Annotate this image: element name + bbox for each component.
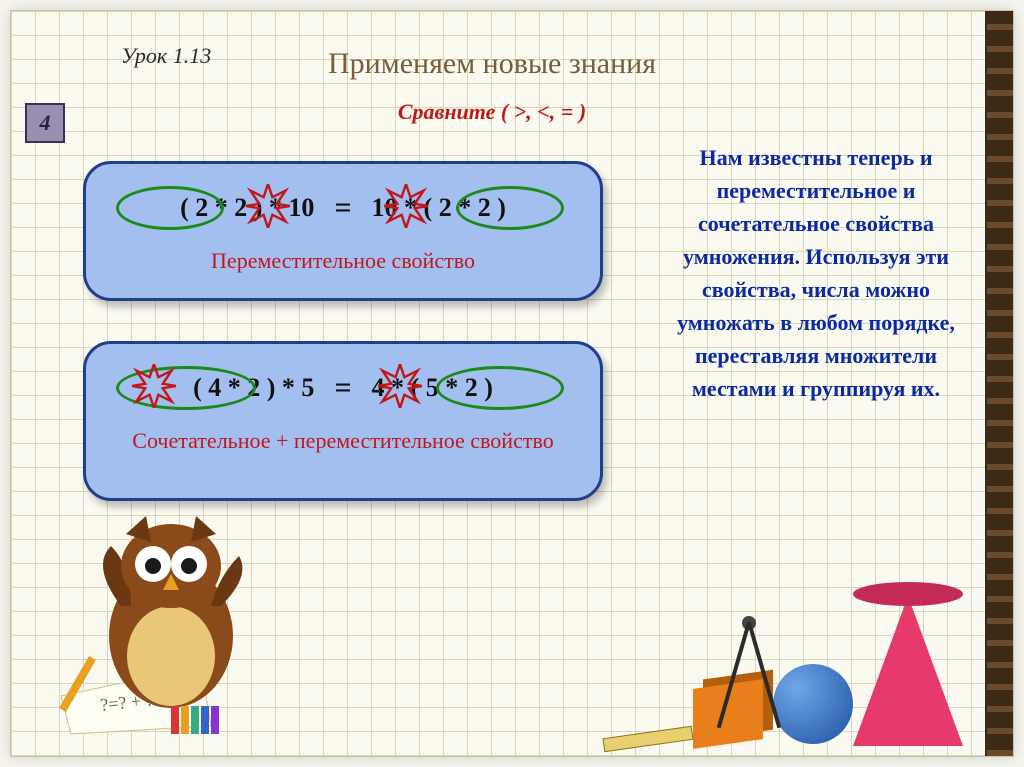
explanation-text: Нам известны теперь и переместительное и… [651, 141, 981, 405]
starburst-icon [132, 364, 176, 408]
ruler-icon [602, 726, 693, 752]
expr2-op: = [334, 371, 351, 405]
owl-illustration: ?=? + ? [51, 506, 271, 736]
subtitle: Сравните ( >, <, = ) [11, 99, 973, 125]
expr2-right: 4 * ( 5 * 2 ) [366, 369, 499, 407]
expression-row-2: ( 4 * 2 ) * 5 = 4 * ( 5 * 2 ) [98, 358, 588, 418]
cone-icon [853, 596, 963, 746]
card-commutative: ( 2 * 2 ) * 10 = 10 * ( 2 * 2 ) Перемест… [83, 161, 603, 301]
expr1-op: = [334, 191, 351, 225]
expr2-left: ( 4 * 2 ) * 5 [187, 369, 320, 407]
expr1-right: 10 * ( 2 * 2 ) [366, 189, 512, 227]
card1-caption: Переместительное свойство [98, 248, 588, 274]
sphere-icon [773, 664, 853, 744]
compass-icon [713, 622, 783, 742]
page: Урок 1.13 Применяем новые знания Сравнит… [10, 10, 1014, 757]
expression-row-1: ( 2 * 2 ) * 10 = 10 * ( 2 * 2 ) [98, 178, 588, 238]
page-title: Применяем новые знания [11, 47, 973, 81]
task-number-badge: 4 [25, 103, 65, 143]
geometry-decor [613, 586, 993, 756]
card2-caption: Сочетательное + переместительное свойств… [98, 428, 588, 454]
expr1-left: ( 2 * 2 ) * 10 [174, 189, 320, 227]
card-associative: ( 4 * 2 ) * 5 = 4 * ( 5 * 2 ) Сочетатель… [83, 341, 603, 501]
